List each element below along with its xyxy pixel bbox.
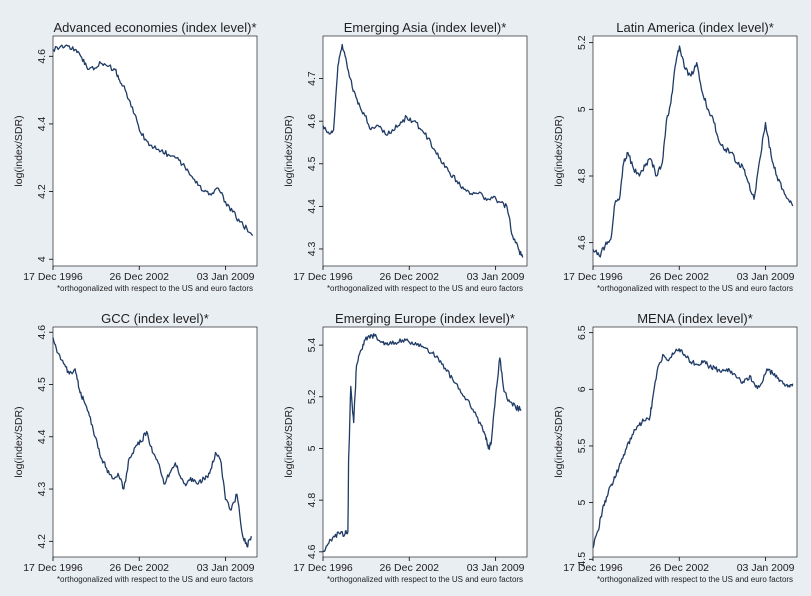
y-axis-label: log(index/SDR) [553, 406, 565, 477]
chart-panel-6: MENA (index level)* log(index/SDR) 4.5 5 5.5… [548, 313, 807, 596]
y-tick-label: 4.6 [306, 114, 318, 129]
chart-note: *orthogonalized with respect to the US a… [327, 575, 523, 584]
y-tick-label: 5.2 [576, 35, 588, 50]
y-axis-label: log(index/SDR) [283, 406, 295, 477]
x-tick-label: 17 Dec 1996 [563, 271, 623, 283]
y-tick-label: 4.2 [36, 184, 48, 199]
x-tick-label: 17 Dec 1996 [23, 271, 83, 283]
y-tick-label: 4.3 [306, 242, 318, 257]
plot-area [52, 326, 258, 558]
y-tick-label: 4.7 [306, 71, 318, 86]
series-line [592, 348, 794, 549]
y-axis-label: log(index/SDR) [283, 115, 295, 186]
x-tick-label: 17 Dec 1996 [23, 562, 83, 574]
x-tick-label: 26 Dec 2002 [379, 562, 439, 574]
y-tick-label: 4.5 [306, 156, 318, 171]
y-tick-label: 4.4 [36, 429, 48, 444]
series-line [52, 337, 252, 548]
y-axis-label: log(index/SDR) [13, 406, 25, 477]
y-tick-label: 5 [576, 106, 588, 112]
chart-title: MENA (index level)* [637, 313, 753, 326]
chart-svg: Emerging Europe (index level)* log(index/… [283, 313, 528, 584]
y-tick-label: 4.3 [36, 482, 48, 497]
chart-panel-5: Emerging Europe (index level)* log(index/… [278, 313, 537, 596]
y-axis-label: log(index/SDR) [553, 115, 565, 186]
plot-area [592, 326, 798, 558]
chart-title: Emerging Asia (index level)* [344, 22, 507, 35]
chart-svg: Latin America (index level)* log(index/SD… [553, 22, 798, 293]
y-tick-label: 5 [576, 500, 588, 506]
y-tick-label: 4.4 [306, 199, 318, 214]
y-tick-label: 6.5 [576, 325, 588, 340]
y-tick-label: 5.2 [306, 389, 318, 404]
x-tick-label: 26 Dec 2002 [379, 271, 439, 283]
chart-svg: MENA (index level)* log(index/SDR) 4.5 5 5.5… [553, 313, 798, 584]
series-line [52, 44, 254, 237]
series-line [592, 45, 794, 258]
chart-svg: Advanced economies (index level)* log(ind… [13, 22, 258, 293]
y-tick-label: 4.8 [576, 169, 588, 184]
y-tick-label: 4.4 [36, 116, 48, 131]
chart-svg: GCC (index level)* log(index/SDR) 4.2 4.3 4.… [13, 313, 258, 584]
y-tick-label: 6 [576, 386, 588, 392]
series-line [322, 333, 522, 553]
x-tick-label: 26 Dec 2002 [109, 562, 169, 574]
chart-note: *orthogonalized with respect to the US a… [597, 575, 793, 584]
x-tick-label: 26 Dec 2002 [649, 562, 709, 574]
y-tick-label: 4 [36, 256, 48, 262]
chart-panel-1: Advanced economies (index level)* log(ind… [8, 22, 267, 305]
y-axis-label: log(index/SDR) [13, 115, 25, 186]
x-tick-label: 03 Jan 2009 [197, 562, 255, 574]
y-tick-label: 5 [306, 445, 318, 451]
series-line [322, 43, 524, 258]
plot-area [322, 326, 528, 558]
plot-area [52, 35, 258, 267]
x-tick-label: 17 Dec 1996 [293, 271, 353, 283]
chart-panel-3: Latin America (index level)* log(index/SD… [548, 22, 807, 305]
chart-title: Latin America (index level)* [616, 22, 774, 35]
y-tick-label: 4.5 [576, 552, 588, 567]
x-tick-label: 03 Jan 2009 [197, 271, 255, 283]
y-tick-label: 4.5 [36, 377, 48, 392]
y-tick-label: 4.6 [576, 235, 588, 250]
chart-svg: Emerging Asia (index level)* log(index/SD… [283, 22, 528, 293]
x-tick-label: 03 Jan 2009 [467, 562, 525, 574]
chart-note: *orthogonalized with respect to the US a… [57, 284, 253, 293]
chart-note: *orthogonalized with respect to the US a… [57, 575, 253, 584]
y-tick-label: 4.6 [36, 325, 48, 340]
x-tick-label: 03 Jan 2009 [737, 562, 795, 574]
plot-area [322, 35, 528, 267]
y-tick-label: 5.4 [306, 338, 318, 353]
y-tick-label: 4.6 [36, 49, 48, 64]
y-tick-label: 4.8 [306, 493, 318, 508]
chart-panel-4: GCC (index level)* log(index/SDR) 4.2 4.3 4.… [8, 313, 267, 596]
y-tick-label: 4.2 [36, 534, 48, 549]
x-tick-label: 03 Jan 2009 [467, 271, 525, 283]
chart-note: *orthogonalized with respect to the US a… [597, 284, 793, 293]
chart-title: Emerging Europe (index level)* [335, 313, 515, 326]
x-tick-label: 03 Jan 2009 [737, 271, 795, 283]
chart-panel-2: Emerging Asia (index level)* log(index/SD… [278, 22, 537, 305]
y-tick-label: 4.6 [306, 544, 318, 559]
chart-title: Advanced economies (index level)* [53, 22, 256, 35]
chart-title: GCC (index level)* [101, 313, 209, 326]
x-tick-label: 17 Dec 1996 [293, 562, 353, 574]
chart-note: *orthogonalized with respect to the US a… [327, 284, 523, 293]
x-tick-label: 26 Dec 2002 [649, 271, 709, 283]
x-tick-label: 17 Dec 1996 [563, 562, 623, 574]
plot-area [592, 35, 798, 267]
x-tick-label: 26 Dec 2002 [109, 271, 169, 283]
y-tick-label: 5.5 [576, 439, 588, 454]
